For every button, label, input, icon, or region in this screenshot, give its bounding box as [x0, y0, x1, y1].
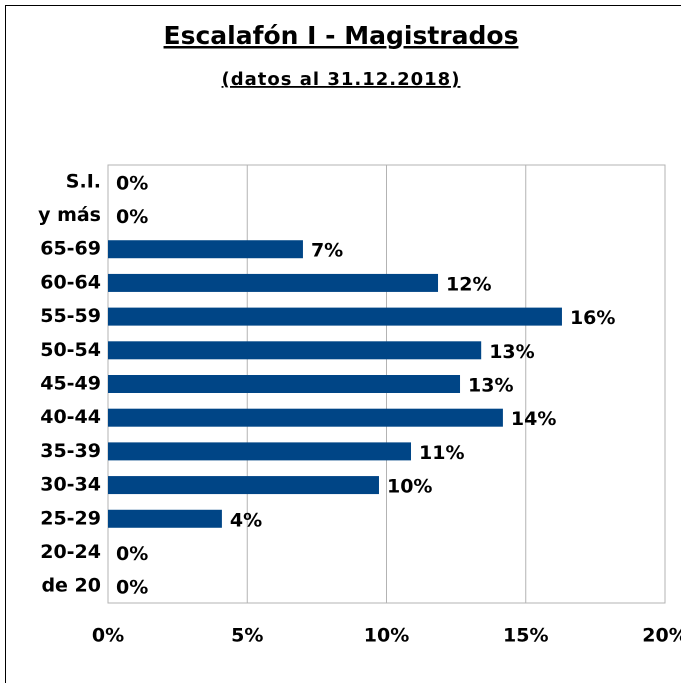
- y-tick-label: 35-39: [40, 440, 101, 462]
- value-label: 0%: [116, 206, 148, 228]
- x-tick-label: 15%: [503, 625, 548, 647]
- value-label: 0%: [116, 172, 148, 194]
- value-label: 10%: [387, 476, 432, 498]
- value-label: 7%: [311, 240, 343, 262]
- x-tick-label: 10%: [364, 625, 409, 647]
- chart-title: Escalafón I - Magistrados: [164, 21, 519, 50]
- bar: [108, 307, 562, 326]
- y-tick-label: 20-24: [40, 541, 101, 563]
- value-label: 4%: [230, 509, 262, 531]
- bar: [108, 408, 503, 427]
- bar: [108, 509, 222, 528]
- y-tick-label: 55-59: [40, 305, 101, 327]
- y-tick-label: 25-29: [40, 507, 101, 529]
- bar: [108, 442, 412, 461]
- value-label: 0%: [116, 577, 148, 599]
- value-label: 14%: [511, 408, 556, 430]
- y-tick-label: 50-54: [40, 339, 101, 361]
- value-label: 0%: [116, 543, 148, 565]
- bar: [108, 341, 482, 360]
- value-label: 13%: [489, 341, 534, 363]
- x-tick-label: 20%: [642, 625, 681, 647]
- y-tick-label: de 20: [41, 575, 101, 597]
- value-label: 16%: [570, 307, 615, 329]
- value-label: 11%: [419, 442, 464, 464]
- frame: [5, 5, 681, 683]
- bar: [108, 375, 461, 393]
- x-tick-label: 5%: [231, 625, 263, 647]
- value-label: 12%: [446, 273, 491, 295]
- y-tick-label: 40-44: [40, 406, 101, 428]
- bar: [108, 240, 303, 259]
- y-tick-label: 60-64: [40, 271, 101, 293]
- bar: [108, 476, 379, 495]
- chart-subtitle: (datos al 31.12.2018): [222, 69, 461, 90]
- bar: [108, 273, 439, 292]
- y-tick-label: 65-69: [40, 238, 101, 260]
- y-tick-label: S.I.: [66, 170, 101, 192]
- y-tick-label: y más: [38, 204, 101, 226]
- value-label: 13%: [468, 375, 513, 397]
- x-tick-label: 0%: [92, 625, 124, 647]
- y-tick-label: 45-49: [40, 373, 101, 395]
- y-tick-label: 30-34: [40, 474, 101, 496]
